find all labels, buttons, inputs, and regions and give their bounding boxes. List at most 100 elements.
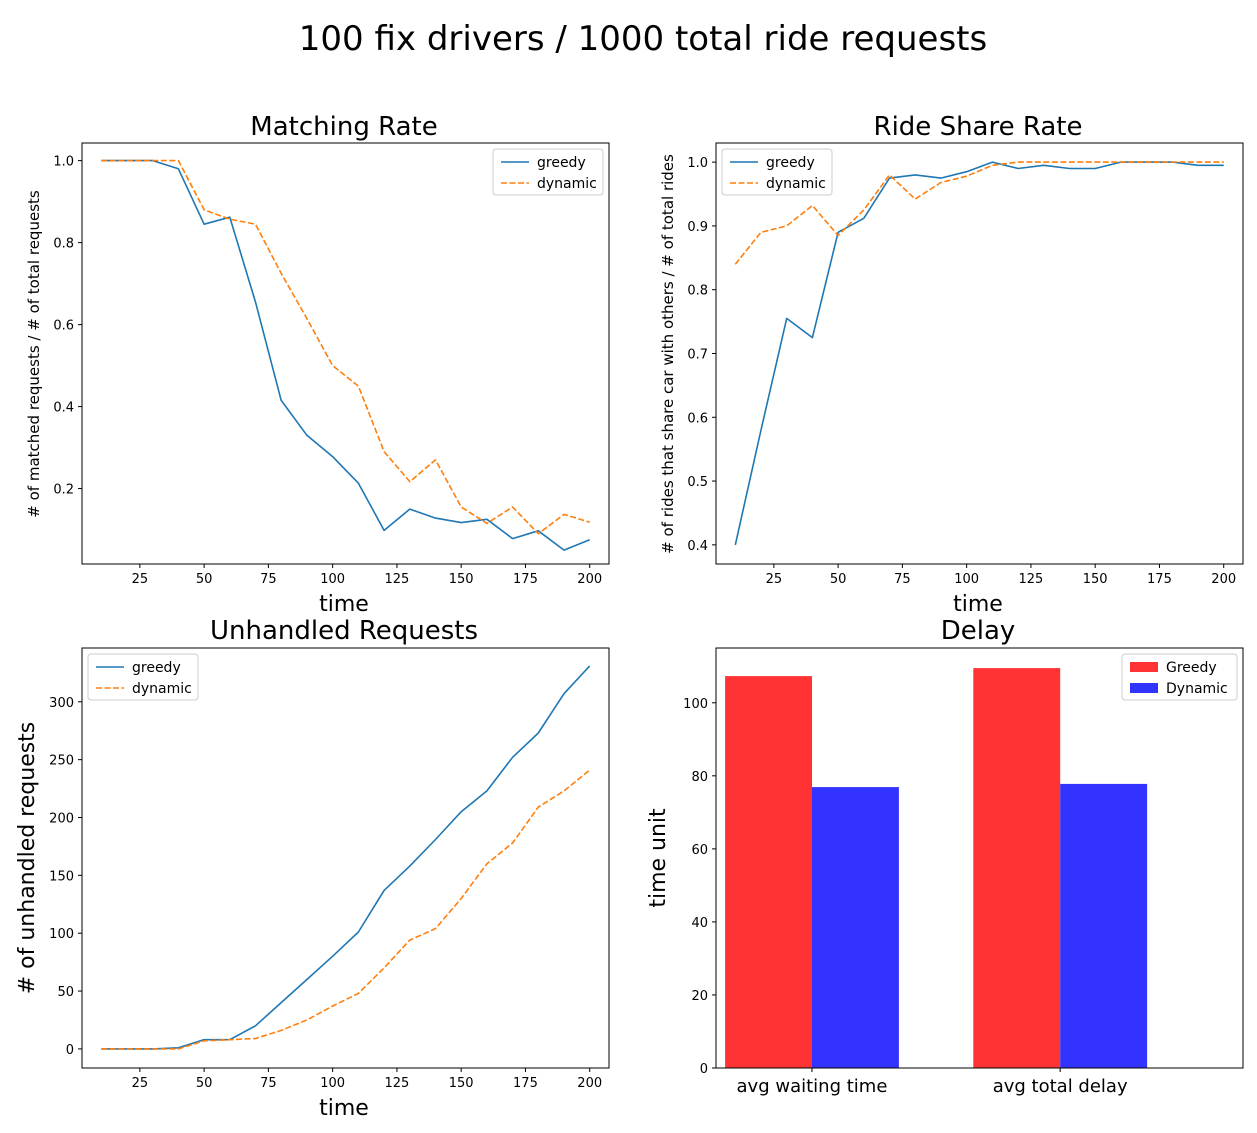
y-axis-label: # of unhandled requests bbox=[15, 722, 40, 995]
x-tick-label: 75 bbox=[260, 1076, 277, 1091]
legend: greedy dynamic bbox=[721, 148, 833, 196]
x-tick-label: 150 bbox=[449, 572, 474, 587]
x-tick-label: avg waiting time bbox=[737, 1076, 888, 1097]
chart-title: Ride Share Rate bbox=[874, 112, 1083, 142]
delay-chart: Delay time unit avg waiting time avg tota… bbox=[646, 616, 1244, 1097]
x-tick-label: 175 bbox=[513, 1076, 538, 1091]
y-tick-label: 0.4 bbox=[687, 539, 708, 554]
ride-share-rate-chart: Ride Share Rate time # of rides that sha… bbox=[659, 112, 1244, 617]
x-tick-label: 150 bbox=[449, 1076, 474, 1091]
series-line-greedy bbox=[734, 161, 1224, 546]
legend-label: greedy bbox=[132, 660, 181, 676]
legend-label: Greedy bbox=[1166, 660, 1217, 676]
x-tick-label: 175 bbox=[1147, 572, 1172, 587]
x-tick-label: 125 bbox=[1019, 572, 1044, 587]
x-tick-label: 150 bbox=[1083, 572, 1108, 587]
y-tick-label: 20 bbox=[691, 989, 708, 1004]
bar-greedy-0 bbox=[725, 676, 812, 1068]
x-tick-label: 100 bbox=[954, 572, 979, 587]
series-line-greedy bbox=[101, 159, 590, 551]
legend-label: dynamic bbox=[132, 681, 192, 697]
y-tick-label: 1.0 bbox=[53, 155, 74, 170]
x-tick-label: 125 bbox=[385, 1076, 410, 1091]
x-tick-label: 25 bbox=[766, 572, 783, 587]
legend-label: greedy bbox=[537, 155, 586, 171]
series-line-dynamic bbox=[101, 159, 590, 535]
legend: Greedy Dynamic bbox=[1121, 653, 1238, 701]
figure-suptitle: 100 fix drivers / 1000 total ride reques… bbox=[299, 19, 987, 59]
legend-label: dynamic bbox=[766, 176, 826, 192]
y-tick-label: 40 bbox=[691, 916, 708, 931]
series-line-greedy bbox=[101, 665, 591, 1050]
y-axis-label: time unit bbox=[646, 808, 671, 908]
y-tick-label: 50 bbox=[57, 985, 74, 1000]
series-line-dynamic bbox=[734, 161, 1224, 265]
y-tick-label: 60 bbox=[691, 843, 708, 858]
x-tick-label: 200 bbox=[577, 572, 602, 587]
legend: greedy dynamic bbox=[87, 653, 199, 701]
y-tick-label: 0 bbox=[66, 1043, 74, 1058]
y-tick-label: 100 bbox=[49, 927, 74, 942]
matching-rate-chart: Matching Rate time # of matched requests… bbox=[25, 112, 610, 617]
y-tick-label: 300 bbox=[49, 696, 74, 711]
legend-label: Dynamic bbox=[1166, 681, 1228, 697]
y-tick-label: 0.6 bbox=[53, 319, 74, 334]
axes-frame bbox=[81, 647, 610, 1069]
chart-title: Matching Rate bbox=[250, 112, 437, 142]
x-axis-label: time bbox=[319, 592, 369, 617]
x-tick-label: 25 bbox=[132, 572, 149, 587]
y-tick-label: 0.4 bbox=[53, 401, 74, 416]
x-tick-label: 50 bbox=[830, 572, 847, 587]
legend-label: greedy bbox=[766, 155, 815, 171]
x-tick-label: avg total delay bbox=[993, 1076, 1128, 1097]
y-tick-label: 0.2 bbox=[53, 483, 74, 498]
plot-area: 25 50 75 100 125 150 175 200 0.4 0.5 0.6 0.7 0.8 0.9 1… bbox=[687, 142, 1244, 587]
y-tick-label: 0.9 bbox=[687, 220, 708, 235]
y-axis-label: # of rides that share car with others / … bbox=[659, 154, 677, 554]
legend: greedy dynamic bbox=[492, 148, 604, 196]
x-tick-label: 25 bbox=[132, 1076, 149, 1091]
legend-swatch bbox=[1130, 683, 1158, 693]
bar-dynamic-0 bbox=[812, 787, 899, 1068]
axes-frame bbox=[81, 142, 610, 565]
x-tick-label: 50 bbox=[196, 572, 213, 587]
x-tick-label: 200 bbox=[577, 1076, 602, 1091]
unhandled-requests-chart: Unhandled Requests time # of unhandled r… bbox=[15, 616, 610, 1121]
y-tick-label: 1.0 bbox=[687, 156, 708, 171]
y-tick-label: 80 bbox=[691, 770, 708, 785]
y-tick-label: 0.8 bbox=[687, 284, 708, 299]
x-tick-label: 125 bbox=[385, 572, 410, 587]
axes-frame bbox=[715, 647, 1244, 1069]
x-axis-label: time bbox=[953, 592, 1003, 617]
y-tick-label: 150 bbox=[49, 869, 74, 884]
y-tick-label: 200 bbox=[49, 812, 74, 827]
y-axis-label: # of matched requests / # of total reque… bbox=[25, 190, 43, 518]
plot-area: avg waiting time avg total delay 0 20 40 60 80… bbox=[683, 647, 1244, 1097]
y-tick-label: 0.7 bbox=[687, 348, 708, 363]
x-tick-label: 75 bbox=[260, 572, 277, 587]
y-tick-label: 0.5 bbox=[687, 475, 708, 490]
y-tick-label: 0.6 bbox=[687, 411, 708, 426]
legend-label: dynamic bbox=[537, 176, 597, 192]
legend-swatch bbox=[1130, 662, 1158, 672]
y-tick-label: 250 bbox=[49, 754, 74, 769]
x-tick-label: 50 bbox=[196, 1076, 213, 1091]
y-tick-label: 0.8 bbox=[53, 237, 74, 252]
x-tick-label: 200 bbox=[1211, 572, 1236, 587]
plot-area: 25 50 75 100 125 150 175 200 0 50 100 150 200 250 300 bbox=[49, 647, 610, 1091]
chart-title: Delay bbox=[941, 616, 1016, 646]
x-tick-label: 75 bbox=[894, 572, 911, 587]
chart-title: Unhandled Requests bbox=[210, 616, 478, 646]
x-tick-label: 175 bbox=[513, 572, 538, 587]
axes-frame bbox=[715, 142, 1244, 565]
plot-area: 25 50 75 100 125 150 175 200 0.2 0.4 0.6 0.8 1.0 bbox=[53, 142, 610, 587]
x-tick-label: 100 bbox=[320, 572, 345, 587]
x-axis-label: time bbox=[319, 1096, 369, 1121]
series-line-dynamic bbox=[101, 769, 591, 1050]
bar-greedy-1 bbox=[973, 668, 1061, 1068]
x-tick-label: 100 bbox=[320, 1076, 345, 1091]
bar-dynamic-1 bbox=[1060, 783, 1148, 1068]
y-tick-label: 100 bbox=[683, 697, 708, 712]
y-tick-label: 0 bbox=[700, 1062, 708, 1077]
